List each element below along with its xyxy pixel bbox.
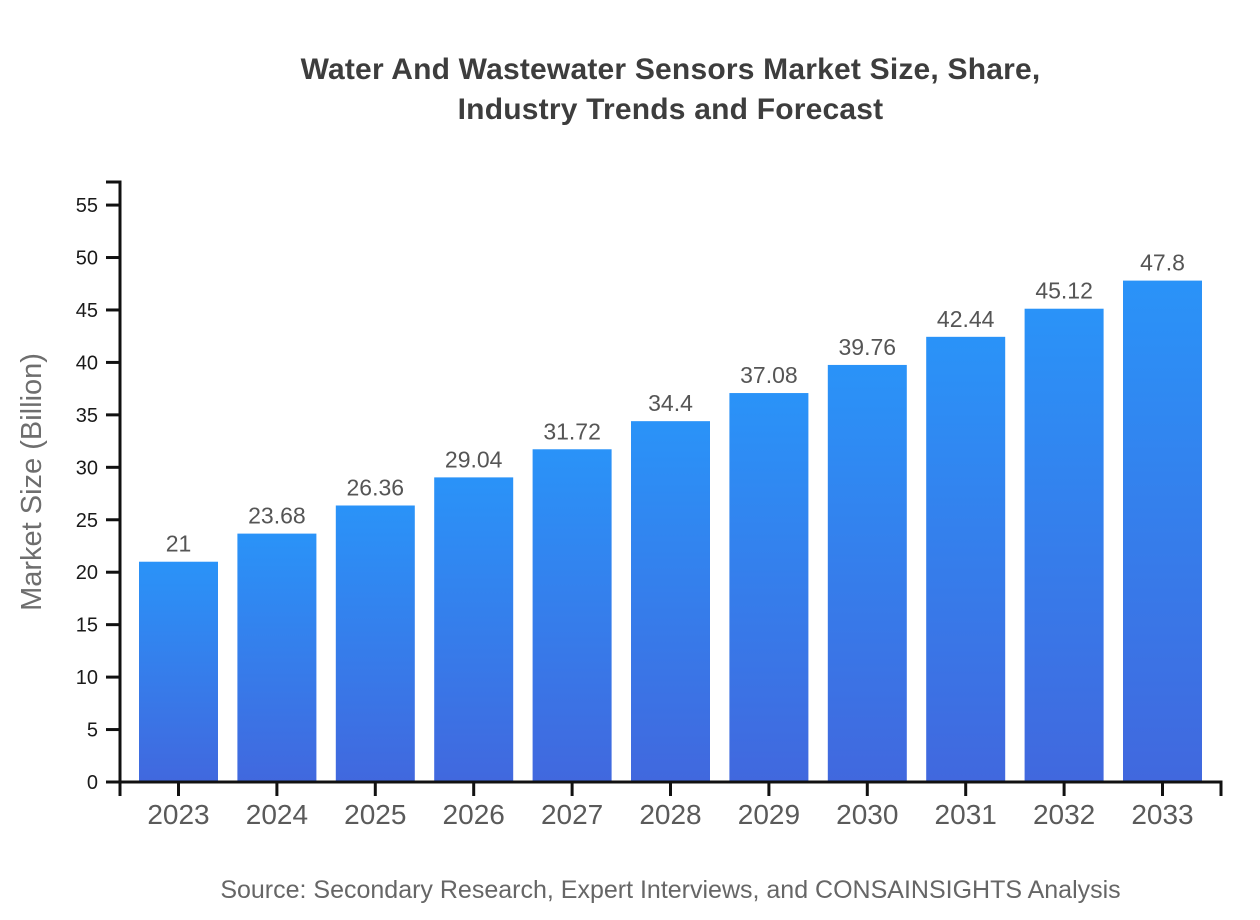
chart-title: Water And Wastewater Sensors Market Size… [300,53,1041,126]
x-tick-label: 2032 [1033,799,1095,830]
y-tick-label: 55 [76,195,98,217]
bar-value-label: 45.12 [1035,278,1093,304]
x-tick-label: 2031 [935,799,997,830]
bar-2031 [926,336,1006,782]
plot-area: 21 23.68 26.36 29.04 31.72 34.4 37.08 39.76 42.4… [76,180,1223,830]
bar-2029 [729,393,809,782]
x-tick-label: 2029 [738,799,800,830]
bar-value-label: 31.72 [543,418,601,444]
y-tick-label: 50 [76,248,98,270]
bar-value-label: 26.36 [347,474,405,500]
bar-value-label: 23.68 [248,503,306,529]
bar-value-label: 39.76 [839,334,897,360]
x-tick-label: 2025 [344,799,406,830]
y-tick-label: 35 [76,405,98,427]
y-tick-label: 25 [76,510,98,532]
bar-value-label: 34.4 [648,390,693,416]
bar-2023 [139,561,218,782]
source-caption: Source: Secondary Research, Expert Inter… [220,876,1121,904]
x-tick-label: 2027 [541,799,603,830]
bar-2024 [237,533,317,782]
bar-2025 [335,505,415,782]
bar-2030 [827,364,907,782]
bar-value-label: 42.44 [937,306,995,332]
x-tick-label: 2026 [443,799,505,830]
bar-2026 [434,477,514,782]
bar-2032 [1024,308,1104,782]
y-tick-label: 15 [76,615,98,637]
bar-value-label: 47.8 [1140,250,1185,276]
y-tick-label: 0 [87,772,98,794]
y-tick-label: 10 [76,667,98,689]
bar-2033 [1123,280,1202,782]
y-tick-label: 20 [76,562,98,584]
y-tick-label: 40 [76,352,98,374]
x-tick-label: 2030 [836,799,898,830]
y-tick-label: 30 [76,457,98,479]
x-tick-label: 2024 [246,799,308,830]
x-tick-label: 2033 [1131,799,1193,830]
bar-2027 [532,449,612,782]
x-tick-label: 2028 [639,799,701,830]
x-tick-label: 2023 [147,799,209,830]
bar-value-label: 37.08 [740,362,798,388]
bar-value-label: 21 [166,531,192,557]
bar-value-label: 29.04 [445,446,503,472]
y-tick-label: 5 [87,720,98,742]
y-tick-label: 45 [76,300,98,322]
bar-2028 [631,421,710,782]
